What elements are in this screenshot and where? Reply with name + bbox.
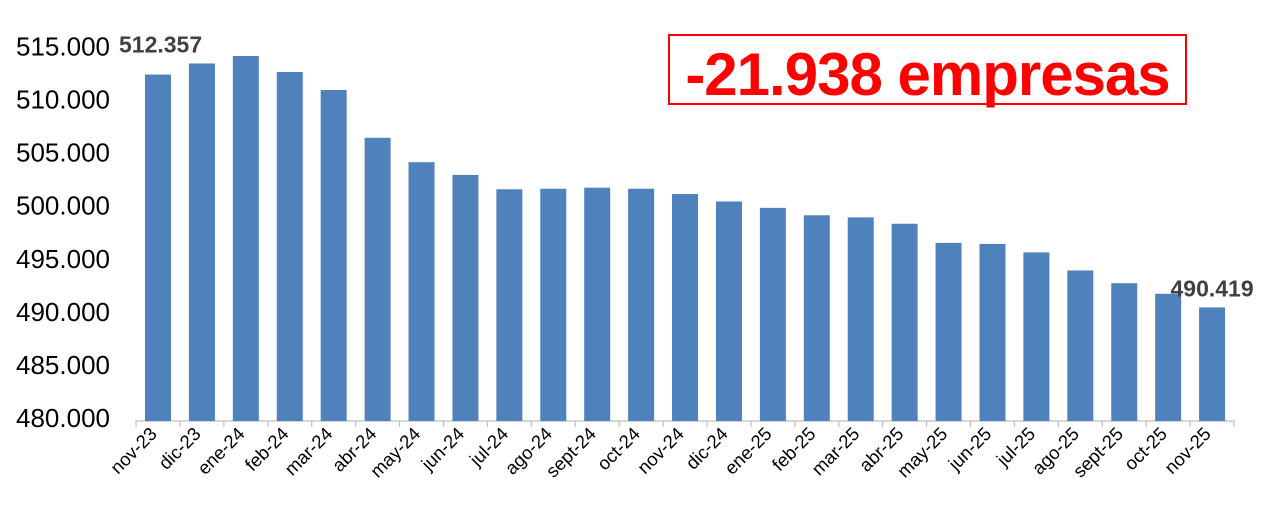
svg-text:mar-24: mar-24 [280, 423, 336, 479]
svg-text:500.000: 500.000 [16, 191, 110, 221]
svg-text:480.000: 480.000 [16, 403, 110, 433]
svg-text:jun-25: jun-25 [943, 423, 995, 475]
svg-text:ene-25: ene-25 [720, 423, 776, 479]
svg-text:ene-24: ene-24 [193, 423, 249, 479]
svg-text:sept-25: sept-25 [1069, 423, 1127, 481]
svg-text:sept-24: sept-24 [542, 423, 600, 481]
svg-text:510.000: 510.000 [16, 85, 110, 115]
svg-text:mar-25: mar-25 [807, 423, 863, 479]
svg-text:490.000: 490.000 [16, 297, 110, 327]
svg-text:nov-23: nov-23 [106, 423, 161, 478]
svg-text:515.000: 515.000 [16, 32, 110, 62]
svg-text:may-24: may-24 [366, 423, 424, 481]
svg-text:jun-24: jun-24 [416, 423, 468, 475]
svg-text:490.419: 490.419 [1171, 275, 1254, 301]
svg-text:nov-25: nov-25 [1160, 423, 1215, 478]
svg-text:505.000: 505.000 [16, 138, 110, 168]
svg-text:may-25: may-25 [893, 423, 951, 481]
svg-text:512.357: 512.357 [119, 32, 202, 58]
svg-text:495.000: 495.000 [16, 244, 110, 274]
svg-text:nov-24: nov-24 [633, 423, 688, 478]
svg-text:485.000: 485.000 [16, 350, 110, 380]
